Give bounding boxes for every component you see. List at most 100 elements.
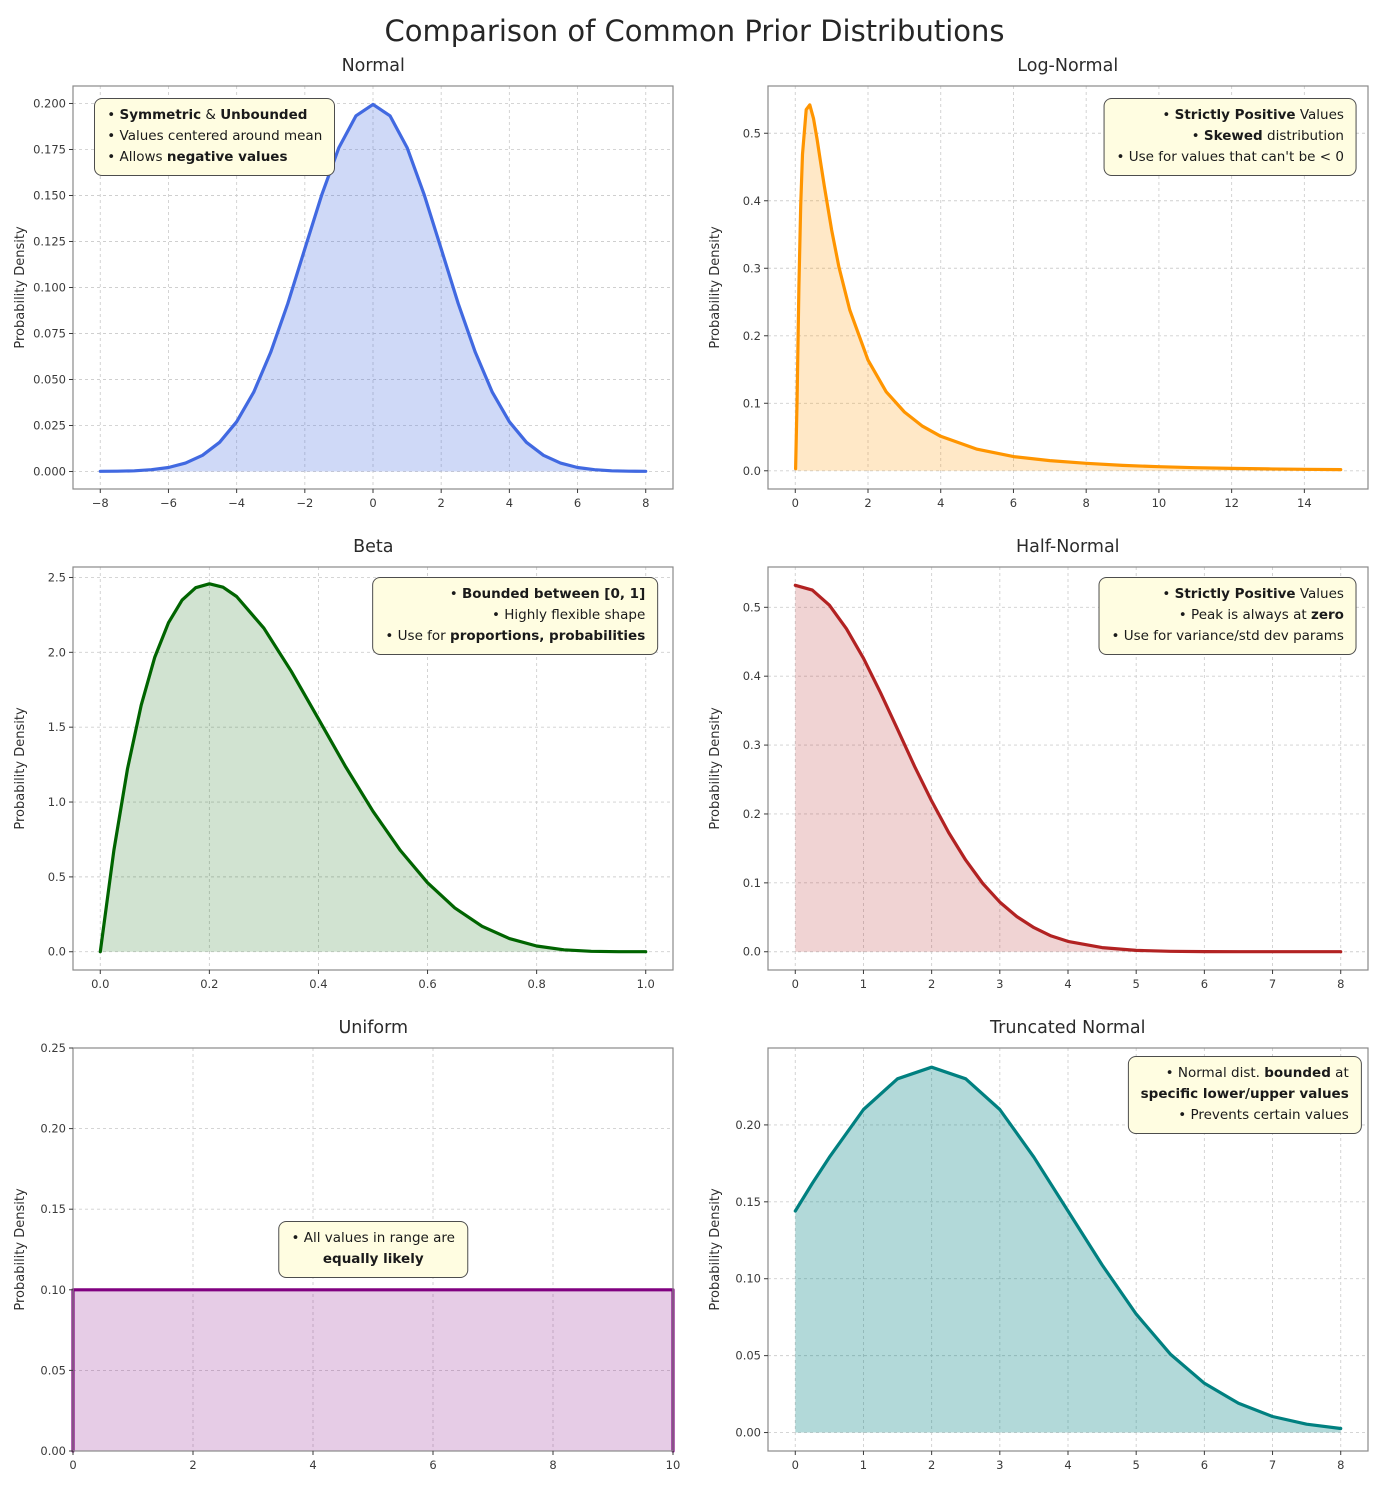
- svg-text:0.2: 0.2: [200, 977, 218, 991]
- svg-text:−8: −8: [92, 496, 109, 510]
- plot-area-log-normal: 0 2 4 6 8 10 12 14 0.0 0.1 0.2 0.3 0.4 0.5 Probability…: [704, 78, 1380, 523]
- svg-text:−6: −6: [160, 496, 177, 510]
- annotation-box-half-normal: • Strictly Positive Values • Peak is alwa…: [1098, 577, 1357, 655]
- chart-panel-beta: Beta 0.0 0.2 0.4 0.6 0.8 1.0 0.0 0.5 1.0 1.5 2.0 2.…: [9, 537, 685, 1018]
- svg-text:1.0: 1.0: [637, 977, 655, 991]
- svg-text:2: 2: [190, 1458, 197, 1472]
- svg-text:0.15: 0.15: [735, 1195, 761, 1209]
- svg-text:2.5: 2.5: [48, 570, 66, 584]
- svg-text:8: 8: [1082, 496, 1089, 510]
- svg-text:6: 6: [430, 1458, 437, 1472]
- svg-text:0.075: 0.075: [33, 327, 66, 341]
- annotation-box-truncated-normal: • Normal dist. bounded at specific lower/…: [1127, 1056, 1362, 1134]
- svg-text:0.5: 0.5: [742, 126, 760, 140]
- svg-text:0.000: 0.000: [33, 465, 66, 479]
- plot-area-truncated-normal: 0 1 2 3 4 5 6 7 8 0.00 0.05 0.10 0.15 0.20 Probability…: [704, 1040, 1380, 1485]
- svg-text:0.4: 0.4: [742, 194, 760, 208]
- svg-text:4: 4: [1064, 977, 1071, 991]
- svg-text:8: 8: [642, 496, 649, 510]
- svg-text:0.3: 0.3: [742, 261, 760, 275]
- svg-text:0.05: 0.05: [41, 1363, 67, 1377]
- svg-text:7: 7: [1269, 977, 1276, 991]
- svg-text:8: 8: [1337, 1458, 1344, 1472]
- svg-text:0.15: 0.15: [41, 1202, 67, 1216]
- svg-text:6: 6: [1200, 1458, 1207, 1472]
- charts-grid: Normal −8 −6 −4 −2 0 2 4 6 8 0.000 0.025 0.050 0.075…: [0, 56, 1389, 1499]
- svg-text:0: 0: [791, 496, 798, 510]
- svg-text:0.4: 0.4: [742, 669, 760, 683]
- chart-title-half-normal: Half-Normal: [1015, 537, 1120, 557]
- chart-panel-log-normal: Log-Normal 0 2 4 6 8 10 12 14 0.0 0.1 0.2 0.3 0.4 0.5…: [704, 56, 1380, 537]
- svg-text:4: 4: [1064, 1458, 1071, 1472]
- svg-text:4: 4: [310, 1458, 317, 1472]
- chart-panel-normal: Normal −8 −6 −4 −2 0 2 4 6 8 0.000 0.025 0.050 0.075…: [9, 56, 685, 537]
- svg-text:0.00: 0.00: [41, 1444, 67, 1458]
- svg-text:Probability Density: Probability Density: [708, 707, 723, 830]
- plot-area-half-normal: 0 1 2 3 4 5 6 7 8 0.0 0.1 0.2 0.3 0.4 0.5 Probability D…: [704, 559, 1380, 1004]
- svg-text:−2: −2: [297, 496, 314, 510]
- svg-text:8: 8: [550, 1458, 557, 1472]
- svg-text:0.2: 0.2: [742, 329, 760, 343]
- annotation-box-normal: • Symmetric & Unbounded • Values centered…: [94, 98, 336, 176]
- plot-area-normal: −8 −6 −4 −2 0 2 4 6 8 0.000 0.025 0.050 0.075 0.100 0.…: [9, 78, 685, 523]
- plot-area-uniform: 0 2 4 6 8 10 0.00 0.05 0.10 0.15 0.20 0.25 Probabili…: [9, 1040, 685, 1485]
- svg-text:5: 5: [1132, 977, 1139, 991]
- svg-text:1: 1: [860, 977, 867, 991]
- chart-panel-half-normal: Half-Normal 0 1 2 3 4 5 6 7 8 0.0 0.1 0.2 0.3 0.4 0.5 P…: [704, 537, 1380, 1018]
- svg-text:0.175: 0.175: [33, 142, 66, 156]
- svg-text:2.0: 2.0: [48, 645, 66, 659]
- annotation-box-beta: • Bounded between [0, 1] • Highly flexibl…: [372, 577, 659, 655]
- svg-text:0.25: 0.25: [41, 1041, 67, 1055]
- svg-text:6: 6: [574, 496, 581, 510]
- chart-panel-uniform: Uniform 0 2 4 6 8 10 0.00 0.05 0.10 0.15 0.20 0.25 P…: [9, 1018, 685, 1499]
- svg-text:0: 0: [370, 496, 377, 510]
- svg-text:10: 10: [666, 1458, 681, 1472]
- svg-text:0.00: 0.00: [735, 1426, 761, 1440]
- svg-text:10: 10: [1151, 496, 1166, 510]
- svg-text:0.050: 0.050: [33, 373, 66, 387]
- svg-text:Probability Density: Probability Density: [13, 226, 28, 349]
- svg-text:8: 8: [1337, 977, 1344, 991]
- svg-text:0.0: 0.0: [742, 464, 760, 478]
- svg-text:3: 3: [996, 1458, 1003, 1472]
- svg-text:4: 4: [937, 496, 944, 510]
- chart-panel-truncated-normal: Truncated Normal 0 1 2 3 4 5 6 7 8 0.00 0.05 0.10 0.…: [704, 1018, 1380, 1499]
- truncated-normal-distribution-plot: 0 1 2 3 4 5 6 7 8 0.00 0.05 0.10 0.15 0.20 Probability…: [708, 1047, 1369, 1472]
- svg-text:0.5: 0.5: [48, 870, 66, 884]
- svg-text:0.05: 0.05: [735, 1349, 761, 1363]
- svg-text:0.1: 0.1: [742, 876, 760, 890]
- svg-text:0.025: 0.025: [33, 419, 66, 433]
- chart-title-truncated-normal: Truncated Normal: [990, 1018, 1146, 1038]
- svg-text:0.2: 0.2: [742, 807, 760, 821]
- chart-title-normal: Normal: [341, 56, 405, 76]
- svg-text:0.10: 0.10: [735, 1272, 761, 1286]
- svg-text:Probability Density: Probability Density: [708, 226, 723, 349]
- svg-text:0: 0: [791, 1458, 798, 1472]
- uniform-distribution-plot: 0 2 4 6 8 10 0.00 0.05 0.10 0.15 0.20 0.25 Probabili…: [13, 1041, 681, 1472]
- svg-text:1.0: 1.0: [48, 795, 66, 809]
- svg-text:0.0: 0.0: [48, 945, 66, 959]
- svg-text:4: 4: [506, 496, 513, 510]
- svg-text:1: 1: [860, 1458, 867, 1472]
- svg-text:12: 12: [1224, 496, 1239, 510]
- svg-text:2: 2: [928, 1458, 935, 1472]
- svg-text:2: 2: [864, 496, 871, 510]
- figure-title: Comparison of Common Prior Distributions: [384, 14, 1005, 48]
- svg-text:0: 0: [70, 1458, 77, 1472]
- svg-text:2: 2: [928, 977, 935, 991]
- svg-text:Probability Density: Probability Density: [13, 1188, 28, 1311]
- svg-text:0.150: 0.150: [33, 188, 66, 202]
- svg-text:Probability Density: Probability Density: [708, 1188, 723, 1311]
- svg-text:0.6: 0.6: [419, 977, 437, 991]
- svg-text:0: 0: [791, 977, 798, 991]
- svg-text:7: 7: [1269, 1458, 1276, 1472]
- svg-text:0.200: 0.200: [33, 96, 66, 110]
- normal-distribution-plot: −8 −6 −4 −2 0 2 4 6 8 0.000 0.025 0.050 0.075 0.100 0.…: [13, 85, 674, 510]
- svg-text:0.100: 0.100: [33, 281, 66, 295]
- annotation-box-log-normal: • Strictly Positive Values • Skewed distr…: [1103, 98, 1357, 176]
- svg-text:1.5: 1.5: [48, 720, 66, 734]
- svg-text:0.3: 0.3: [742, 738, 760, 752]
- svg-text:0.125: 0.125: [33, 234, 66, 248]
- svg-text:6: 6: [1200, 977, 1207, 991]
